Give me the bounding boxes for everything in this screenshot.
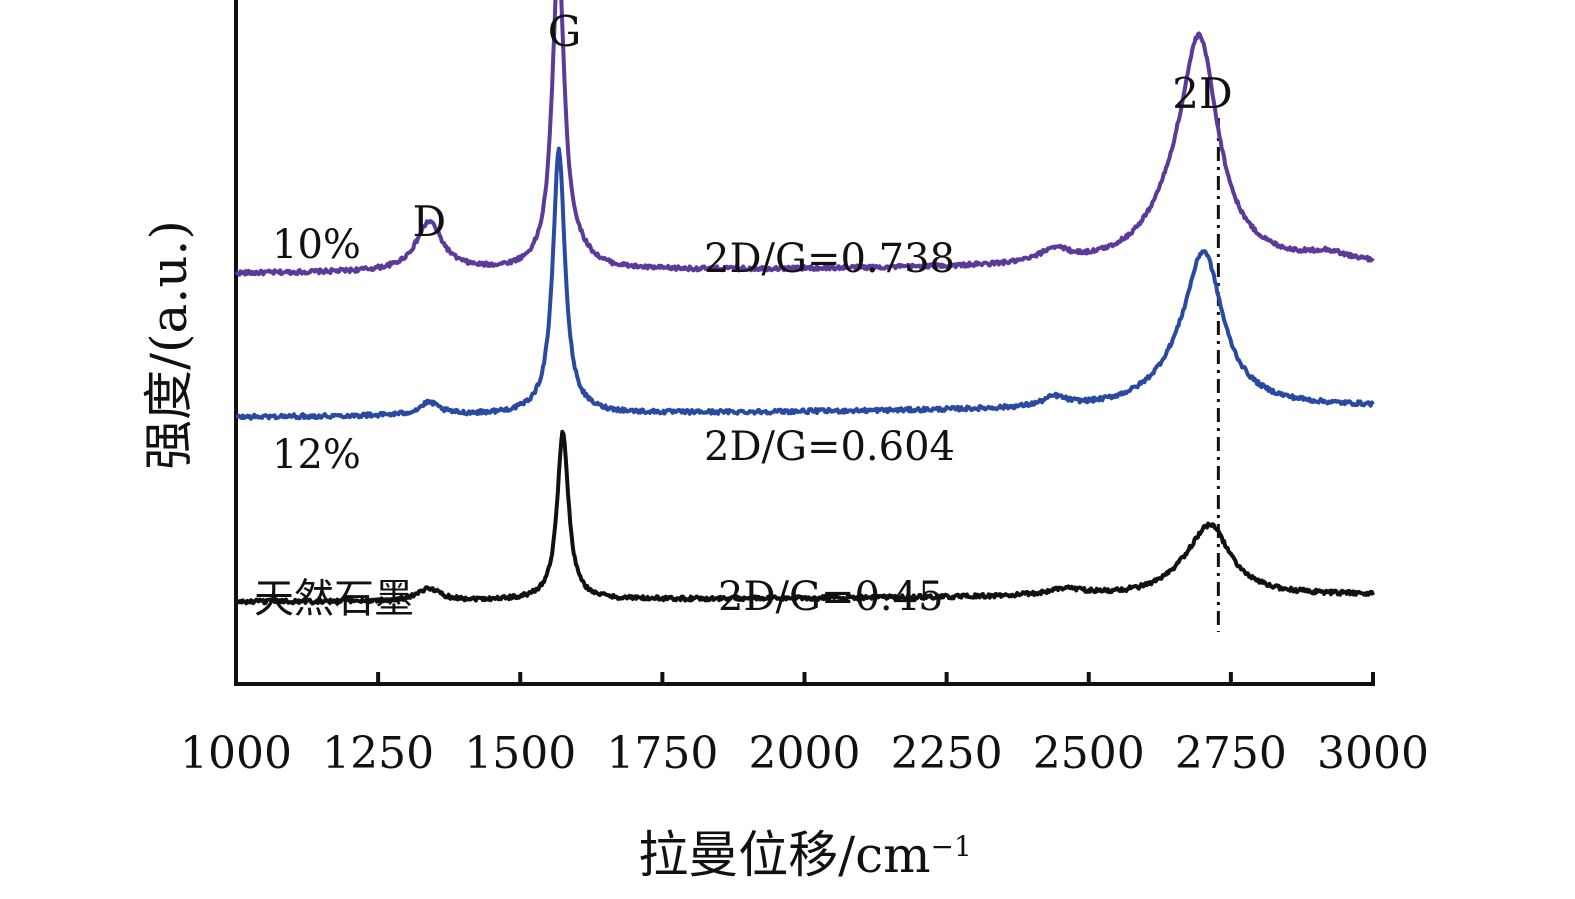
x-tick-label-2000: 2000 [749,728,861,779]
x-ticks: 1000 1250 1500 1750 2000 2250 2500 2750 3000 [180,672,1429,779]
series-group [234,0,1375,606]
ratio-labels: 2D/G=0.738 2D/G=0.604 2D/G=0.45 [704,236,955,620]
x-tick-label-1500: 1500 [464,728,576,779]
ratio-label-2: 2D/G=0.604 [704,424,955,470]
ratio-label-1: 2D/G=0.738 [704,236,955,282]
series-line-3 [234,429,1375,606]
x-tick-label-1000: 1000 [180,728,292,779]
peak-label-d: D [412,197,446,246]
peak-label-g: G [548,7,582,56]
x-tick-label-2750: 2750 [1175,728,1287,779]
peak-labels: D G 2D [412,7,1232,246]
series-line-1 [234,0,1375,277]
x-axis-title: 拉曼位移/cm−1 [638,826,972,884]
series-name-label-1: 10% [272,222,361,268]
ratio-label-3: 2D/G=0.45 [718,574,944,620]
x-axis-title-main: 拉曼位移/cm [638,826,930,884]
plot-area: 1000 1250 1500 1750 2000 2250 2500 2750 3000 D G 2… [180,0,1429,779]
x-tick-label-3000: 3000 [1317,728,1429,779]
y-axis-title: 强度/(a.u.) [140,220,198,470]
x-tick-label-1250: 1250 [322,728,434,779]
series-labels: 10% 12% 天然石墨 [254,222,414,622]
peak-label-2d: 2D [1172,69,1232,118]
x-tick-label-2500: 2500 [1033,728,1145,779]
x-tick-label-2250: 2250 [891,728,1003,779]
x-axis-title-sup: −1 [930,830,971,863]
series-name-label-2: 12% [272,432,361,478]
series-name-label-3: 天然石墨 [254,576,414,622]
x-tick-label-1750: 1750 [606,728,718,779]
series-line-2 [235,146,1375,421]
